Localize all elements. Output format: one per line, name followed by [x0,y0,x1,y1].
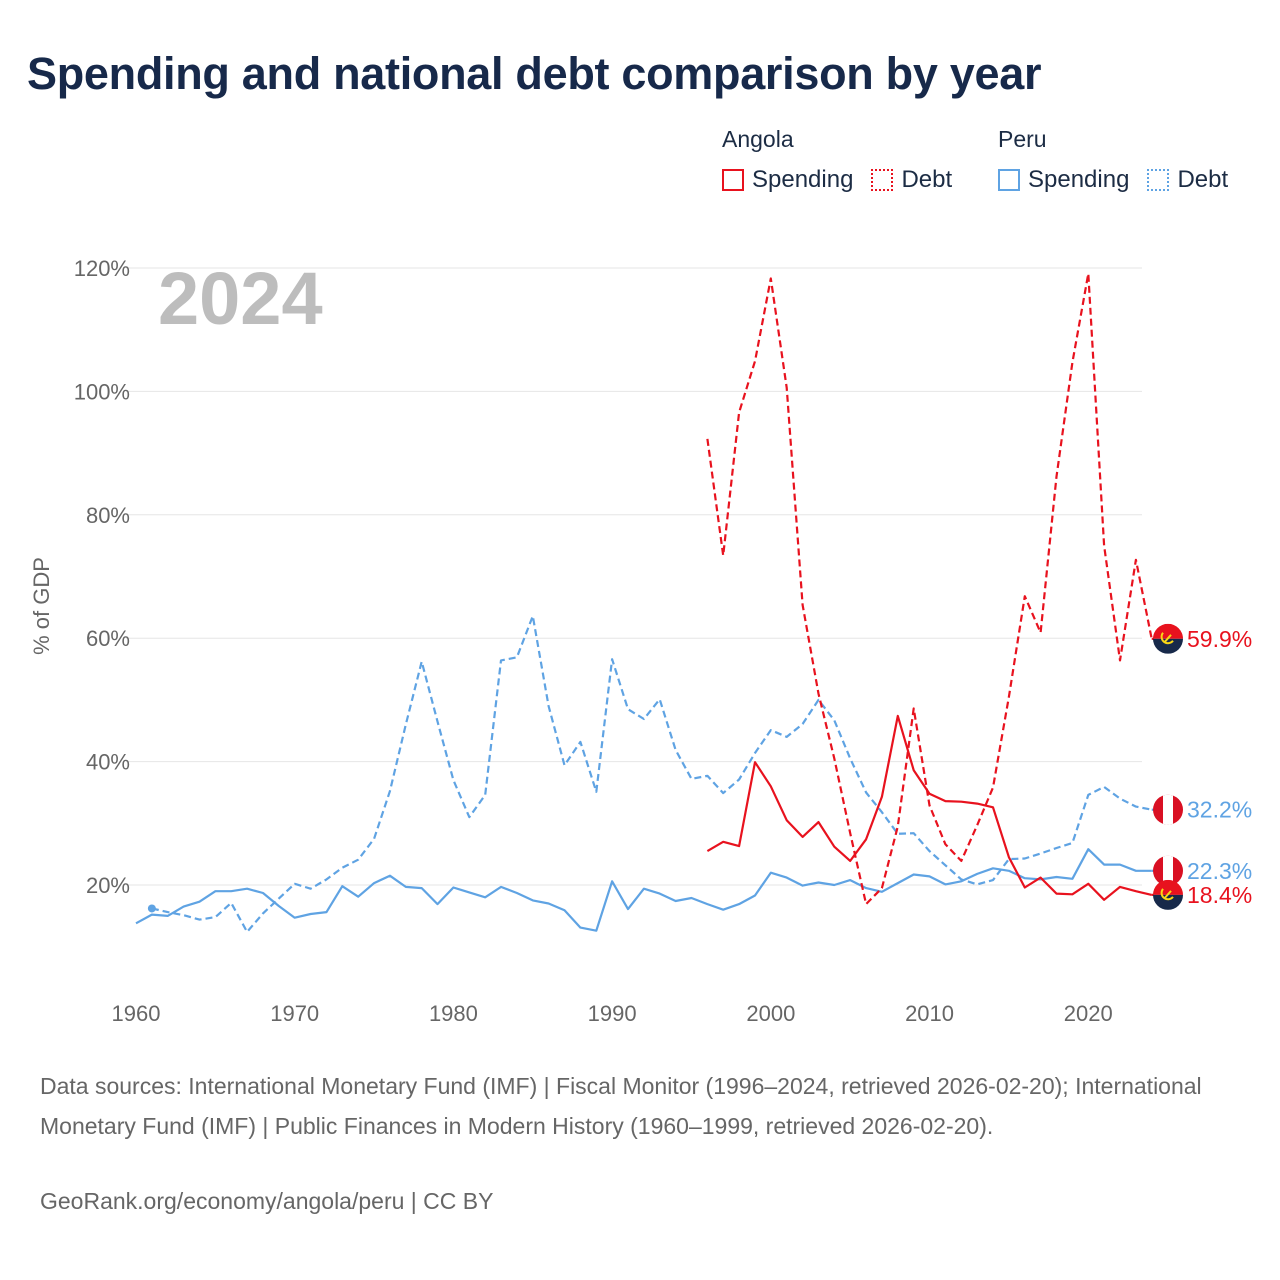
peru-flag-icon [1153,794,1183,825]
legend-item-label: Spending [1028,166,1130,193]
end-value-label: 18.4% [1187,882,1252,908]
chart-title: Spending and national debt comparison by… [27,48,1042,99]
year-watermark: 2024 [158,257,323,340]
series-line-angola-debt[interactable] [706,272,1153,906]
line-chart: 2024 20% 40% 60% 80% 100% 120% 1960 1970 1980 199… [29,256,1252,1026]
legend-swatch-dotted [871,169,894,191]
legend-group-name: Peru [998,126,1047,152]
x-tick-label: 2010 [905,1001,954,1026]
x-tick-label: 1970 [270,1001,319,1026]
legend-group-angola: Angola Spending Debt [722,124,970,194]
legend-swatch-solid [998,169,1020,191]
end-value-label: 32.2% [1187,797,1252,823]
x-tick-label: 1980 [429,1001,478,1026]
legend-swatch-dotted [1147,169,1170,191]
grid-layer [126,267,1142,886]
credit-link[interactable]: GeoRank.org/economy/angola/peru | CC BY [40,1188,494,1214]
series-line-peru-debt[interactable] [151,614,1152,934]
series-line-angola-spending[interactable] [706,714,1152,901]
angola-flag-icon [1153,623,1183,654]
x-tick-label: 2020 [1064,1001,1113,1026]
data-sources: Data sources: International Monetary Fun… [40,1073,1202,1139]
y-tick-label: 20% [86,873,130,898]
angola-flag-icon [1153,879,1183,910]
y-tick-label: 60% [86,626,130,651]
legend-item-angola-spending[interactable]: Spending [722,166,853,194]
y-axis-label: % of GDP [29,557,54,655]
legend-item-peru-spending[interactable]: Spending [998,166,1129,194]
y-tick-label: 80% [86,503,130,528]
y-tick-label: 120% [74,256,130,281]
legend-group-name: Angola [722,126,794,152]
legend-item-label: Debt [1177,166,1229,193]
end-labels-layer: 22.3% 32.2% 18.4% 59.9% [1151,623,1252,910]
x-tick-label: 1960 [112,1001,161,1026]
x-tick-label: 2000 [746,1001,795,1026]
y-tick-label: 100% [74,379,130,404]
series-layer [135,272,1153,934]
legend-item-label: Debt [901,166,953,193]
x-tick-label: 1990 [588,1001,637,1026]
legend-swatch-solid [722,169,744,191]
legend-item-peru-debt[interactable]: Debt [1147,166,1228,194]
end-value-label: 59.9% [1187,626,1252,652]
series-line-peru-spending[interactable] [135,848,1152,932]
axis-layer: 20% 40% 60% 80% 100% 120% 1960 1970 1980 1990 2000… [74,256,1113,1026]
y-tick-label: 40% [86,750,130,775]
legend-item-angola-debt[interactable]: Debt [871,166,952,194]
legend-group-peru: Peru Spending Debt [998,124,1246,194]
series-start-point [147,904,156,913]
legend-item-label: Spending [752,166,854,193]
end-value-label: 22.3% [1187,858,1252,884]
